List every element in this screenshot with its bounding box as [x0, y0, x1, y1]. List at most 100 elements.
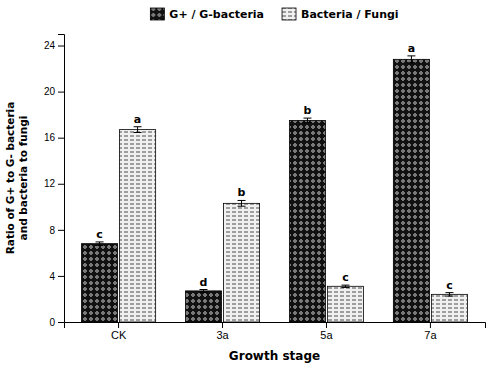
y-tick: 20 [44, 86, 64, 97]
y-tick-mark [58, 138, 64, 139]
x-tick: CK [111, 322, 127, 341]
error-line [449, 293, 450, 296]
significance-letter: d [200, 276, 208, 289]
legend-swatch [282, 8, 296, 20]
x-axis-title: Growth stage [229, 349, 320, 363]
bar [393, 59, 429, 322]
error-line [241, 200, 242, 206]
y-tick-label: 12 [44, 178, 56, 189]
error-cap [96, 241, 104, 242]
y-axis-title: Ratio of G+ to G- bacteriaand bacteria t… [4, 102, 29, 255]
chart: c d b a a b c c CK 3a 5a 7a 0 4 8 12 16 20 24 Growth stage R… [0, 0, 500, 372]
letters: c d b a a b c c [96, 42, 452, 292]
x-tick-mark [430, 322, 431, 328]
error-line [137, 127, 138, 133]
x-tick: 5a [320, 322, 333, 341]
error-bar [238, 200, 246, 206]
y-tick-label: 4 [49, 271, 55, 282]
error-cap [341, 287, 349, 288]
bar [185, 291, 221, 322]
y-axis-title-line: Ratio of G+ to G- bacteria [4, 102, 16, 255]
error-line [307, 118, 308, 123]
error-bar [200, 290, 208, 293]
y-axis-title-line: and bacteria to fungi [17, 116, 29, 241]
y-tick-label: 20 [44, 86, 56, 97]
x-tick-label: 3a [216, 329, 229, 341]
error-bar [445, 293, 453, 296]
error-cap [200, 292, 208, 293]
error-cap [341, 285, 349, 286]
x-tick-mark [118, 322, 119, 328]
error-cap [134, 132, 142, 133]
bar [81, 244, 117, 322]
y-tick-label: 0 [49, 317, 55, 328]
plot: c d b a a b c c CK 3a 5a 7a 0 4 8 12 16 20 24 [44, 35, 486, 341]
error-bar [303, 118, 311, 123]
bar [120, 130, 156, 322]
y-tick-mark [58, 322, 64, 323]
legend: G+ / G-bacteria Bacteria / Fungi [150, 8, 398, 21]
x-tick-mark [326, 322, 327, 328]
bar [289, 120, 325, 322]
error-bar [407, 56, 415, 63]
error-cap [238, 200, 246, 201]
error-cap [134, 126, 142, 127]
legend-swatch [150, 8, 164, 20]
y-tick: 12 [44, 178, 64, 189]
error-line [99, 242, 100, 245]
error-bar [96, 242, 104, 245]
legend-label: G+ / G-bacteria [169, 8, 264, 21]
error-line [411, 56, 412, 63]
error-cap [238, 206, 246, 207]
bar [431, 294, 467, 322]
bar [223, 203, 259, 322]
error-cap [407, 55, 415, 56]
series [120, 127, 468, 322]
x-tick-label: 5a [320, 329, 333, 341]
y-tick-label: 16 [44, 132, 56, 143]
error-cap [303, 118, 311, 119]
y-axis: 0 4 8 12 16 20 24 [44, 35, 65, 328]
significance-letter: b [304, 104, 312, 117]
significance-letter: a [408, 42, 415, 55]
error-bar [134, 127, 142, 133]
y-tick-mark [58, 92, 64, 93]
legend-label: Bacteria / Fungi [301, 8, 399, 21]
error-cap [445, 296, 453, 297]
significance-letter: c [446, 279, 453, 292]
significance-letter: b [238, 186, 246, 199]
significance-letter: c [96, 228, 103, 241]
significance-letter: a [134, 113, 141, 126]
error-cap [303, 122, 311, 123]
x-axis-line [65, 323, 486, 329]
x-axis: CK 3a 5a 7a [65, 322, 486, 341]
error-cap [445, 292, 453, 293]
error-cap [96, 245, 104, 246]
x-tick: 3a [216, 322, 229, 341]
y-tick: 4 [49, 271, 64, 282]
y-tick: 8 [49, 225, 64, 236]
error-bar [341, 285, 349, 287]
y-tick-mark [58, 46, 64, 47]
y-tick-mark [58, 276, 64, 277]
significance-letter: c [342, 271, 349, 284]
y-tick: 24 [44, 40, 64, 51]
y-axis-line [58, 35, 65, 323]
bar [327, 286, 363, 322]
y-tick-label: 24 [44, 40, 56, 51]
error-cap [200, 289, 208, 290]
y-tick-mark [58, 230, 64, 231]
y-tick-mark [58, 184, 64, 185]
marks [81, 56, 467, 322]
series [81, 56, 429, 322]
legend-item: G+ / G-bacteria [150, 8, 264, 21]
legend-item: Bacteria / Fungi [282, 8, 399, 21]
error-cap [407, 62, 415, 63]
y-tick: 16 [44, 132, 64, 143]
x-tick-mark [222, 322, 223, 328]
x-tick-label: CK [111, 329, 127, 341]
y-tick: 0 [49, 317, 64, 328]
y-tick-label: 8 [49, 225, 55, 236]
x-tick-label: 7a [424, 329, 437, 341]
x-tick: 7a [424, 322, 437, 341]
